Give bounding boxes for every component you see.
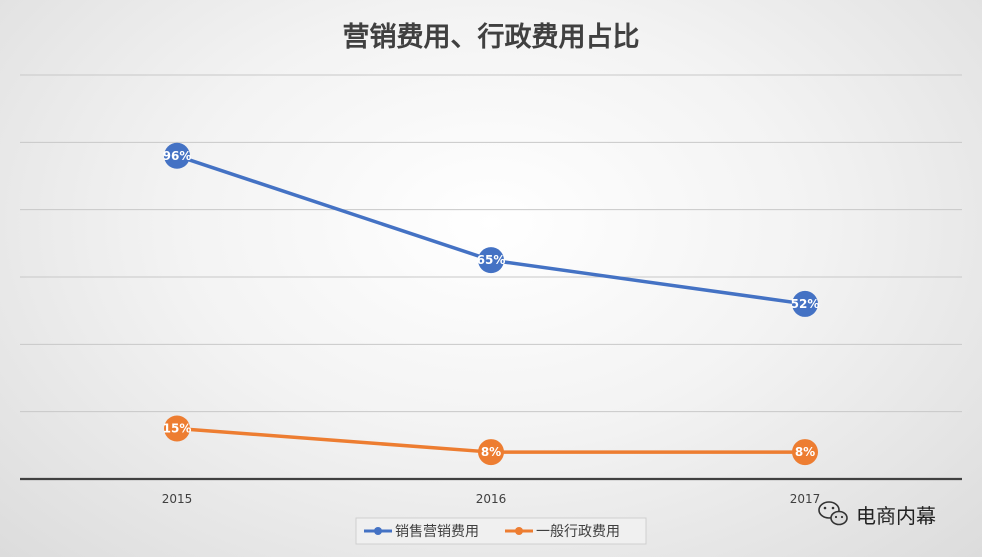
legend-swatch-marker [515,527,523,535]
legend-label: 销售营销费用 [395,524,479,540]
data-point [792,290,818,317]
x-tick-label: 2017 [790,492,821,506]
series-layer: 96% 65% 52% 15% 8% 8% [163,142,820,466]
data-label: 8% [795,445,815,459]
series-2: 15% 8% 8% [163,415,818,466]
data-label: 15% [163,422,192,436]
grid-layer [20,74,962,413]
watermark-text: 电商内幕 [856,504,936,528]
wechat-icon [818,501,848,526]
x-tick-label: 2015 [162,492,193,506]
x-axis: 2015 2016 2017 [20,477,962,506]
data-point [164,142,190,169]
legend-swatch-marker [374,527,382,535]
data-label: 65% [477,253,506,267]
data-point [478,439,504,466]
legend-label: 一般行政费用 [536,524,620,540]
data-point [792,439,818,466]
legend-item-2: 一般行政费用 [505,524,620,540]
data-label: 96% [163,149,192,163]
chart-title: 营销费用、行政费用占比 [343,21,640,53]
x-tick-label: 2016 [476,492,507,506]
data-label: 8% [481,445,501,459]
legend: 销售营销费用 一般行政费用 [355,517,647,545]
data-point [478,247,504,274]
data-point [164,415,190,442]
series-line [176,154,806,306]
data-label: 52% [791,297,820,311]
legend-item-1: 销售营销费用 [364,524,479,540]
watermark: 电商内幕 [818,501,936,528]
legend-box [355,517,647,545]
series-1: 96% 65% 52% [163,142,820,317]
